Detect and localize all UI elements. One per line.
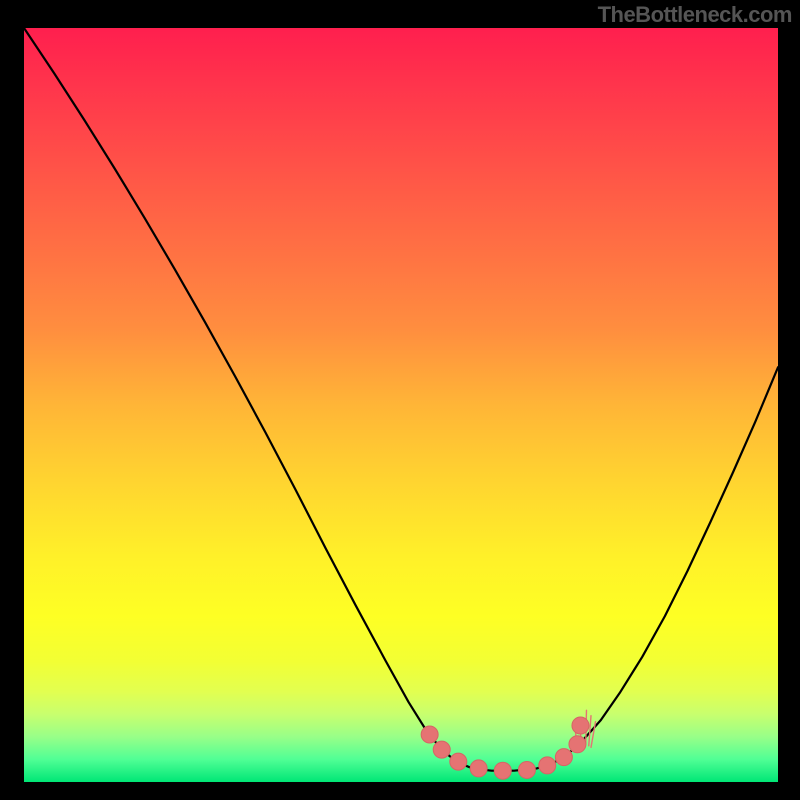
trough-marker — [539, 757, 556, 774]
trough-marker — [555, 749, 572, 766]
chart-container: TheBottleneck.com — [0, 0, 800, 800]
gradient-background — [24, 28, 778, 782]
trough-marker — [569, 736, 586, 753]
trough-marker — [421, 726, 438, 743]
plot-area — [24, 28, 778, 782]
trough-marker — [572, 717, 589, 734]
watermark-text: TheBottleneck.com — [598, 2, 792, 28]
trough-marker — [494, 762, 511, 779]
chart-svg — [24, 28, 778, 782]
trough-marker — [470, 760, 487, 777]
trough-marker — [450, 753, 467, 770]
trough-marker — [433, 741, 450, 758]
trough-marker — [518, 761, 535, 778]
